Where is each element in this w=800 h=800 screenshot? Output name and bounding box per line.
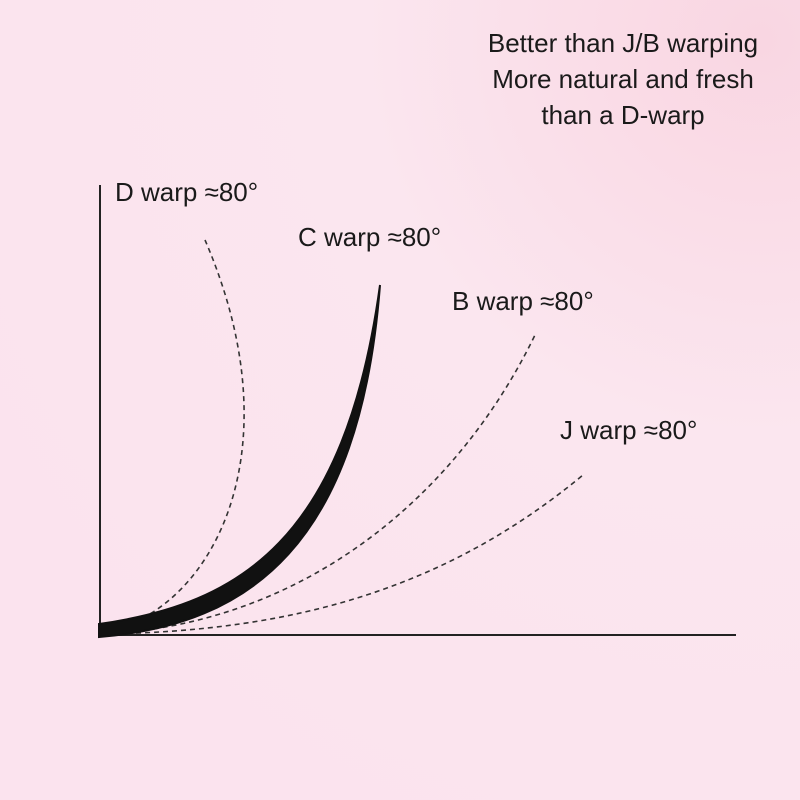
caption-line: than a D-warp xyxy=(541,100,704,130)
curve-label: B warp ≈80° xyxy=(452,286,594,316)
curve-label: C warp ≈80° xyxy=(298,222,441,252)
b-curve xyxy=(99,334,536,635)
j-curve xyxy=(99,474,584,635)
curve-label: J warp ≈80° xyxy=(560,415,697,445)
caption-line: More natural and fresh xyxy=(492,64,754,94)
curve-label: D warp ≈80° xyxy=(115,177,258,207)
caption-line: Better than J/B warping xyxy=(488,28,758,58)
c-curve xyxy=(98,284,381,639)
